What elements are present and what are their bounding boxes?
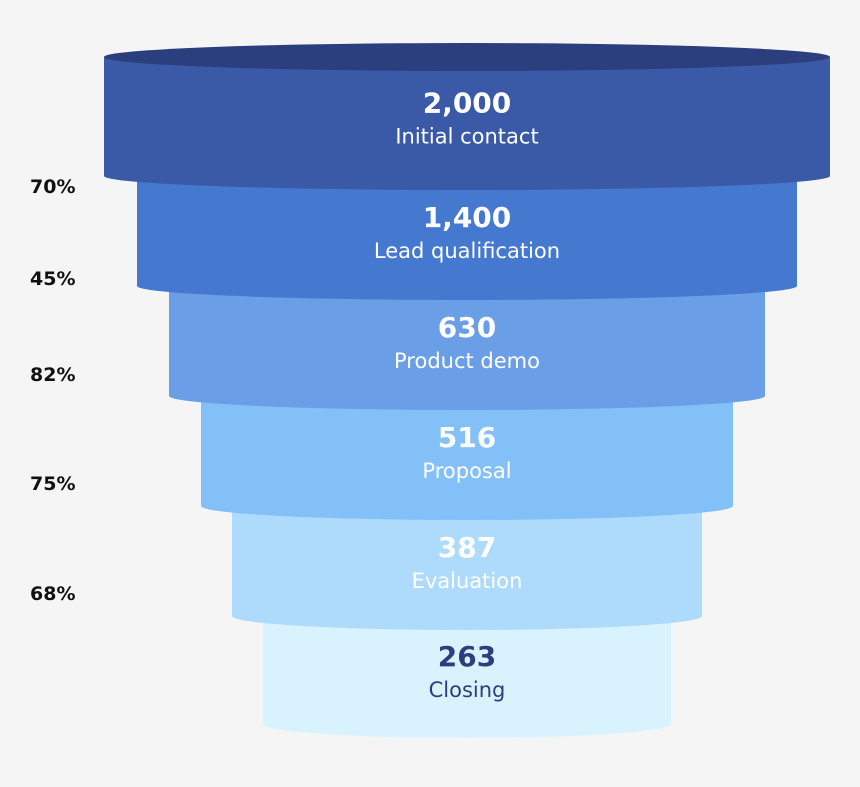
stage-value: 2,000: [423, 87, 512, 120]
funnel-stage: 2,000 Initial contact: [104, 43, 830, 190]
stage-value: 387: [438, 531, 496, 564]
funnel-stage-body: [137, 176, 797, 300]
funnel-stage-top: [104, 43, 830, 71]
funnel-stage-body: [169, 286, 765, 410]
stage-label: Proposal: [422, 459, 511, 483]
funnel-stage-body: [232, 506, 702, 630]
conversion-rate-label: 68%: [30, 583, 75, 605]
stage-value: 516: [438, 421, 496, 454]
stage-label: Product demo: [394, 349, 540, 373]
stage-value: 1,400: [423, 201, 512, 234]
stage-value: 630: [438, 311, 496, 344]
stage-label: Initial contact: [395, 125, 538, 149]
stage-label: Evaluation: [412, 569, 523, 593]
stage-label: Closing: [429, 678, 506, 702]
stage-value: 263: [438, 640, 496, 673]
funnel-stage-body: [201, 396, 733, 520]
stage-label: Lead qualification: [374, 239, 560, 263]
conversion-rate-label: 75%: [30, 473, 75, 495]
funnel-stage-body: [263, 616, 671, 738]
conversion-rate-label: 45%: [30, 268, 75, 290]
conversion-rate-label: 70%: [30, 176, 75, 198]
conversion-rate-label: 82%: [30, 364, 75, 386]
funnel-stage-body: [104, 57, 830, 190]
